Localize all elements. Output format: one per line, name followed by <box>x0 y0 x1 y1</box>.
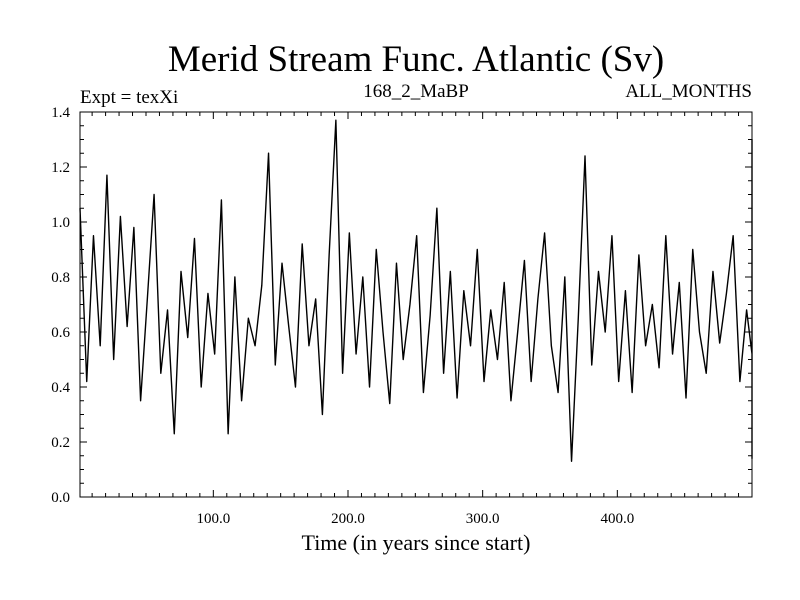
x-tick-label: 200.0 <box>331 511 365 527</box>
experiment-label: Expt = texXi <box>80 87 178 108</box>
y-tick-label: 0.6 <box>51 325 70 341</box>
chart-title: Merid Stream Func. Atlantic (Sv) <box>168 39 664 80</box>
y-axis-ticks: 0.0 0.2 0.4 0.6 0.8 1.0 1.2 1.4 <box>51 105 752 506</box>
y-tick-label: 1.0 <box>51 215 70 231</box>
x-tick-label: 100.0 <box>196 511 230 527</box>
months-label: ALL_MONTHS <box>625 81 752 102</box>
y-tick-label: 0.2 <box>51 435 70 451</box>
y-tick-label: 0.8 <box>51 270 70 286</box>
plot-frame <box>79 111 753 498</box>
period-label: 168_2_MaBP <box>363 81 469 102</box>
y-tick-label: 1.4 <box>51 105 70 121</box>
y-tick-label: 0.0 <box>51 490 70 506</box>
x-tick-label: 300.0 <box>466 511 500 527</box>
y-tick-label: 1.2 <box>51 160 70 176</box>
y-tick-label: 0.4 <box>51 380 70 396</box>
series-line <box>79 119 753 462</box>
x-tick-label: 400.0 <box>600 511 634 527</box>
x-axis-ticks: 100.0 200.0 300.0 400.0 <box>91 112 753 527</box>
x-axis-label: Time (in years since start) <box>302 530 531 555</box>
